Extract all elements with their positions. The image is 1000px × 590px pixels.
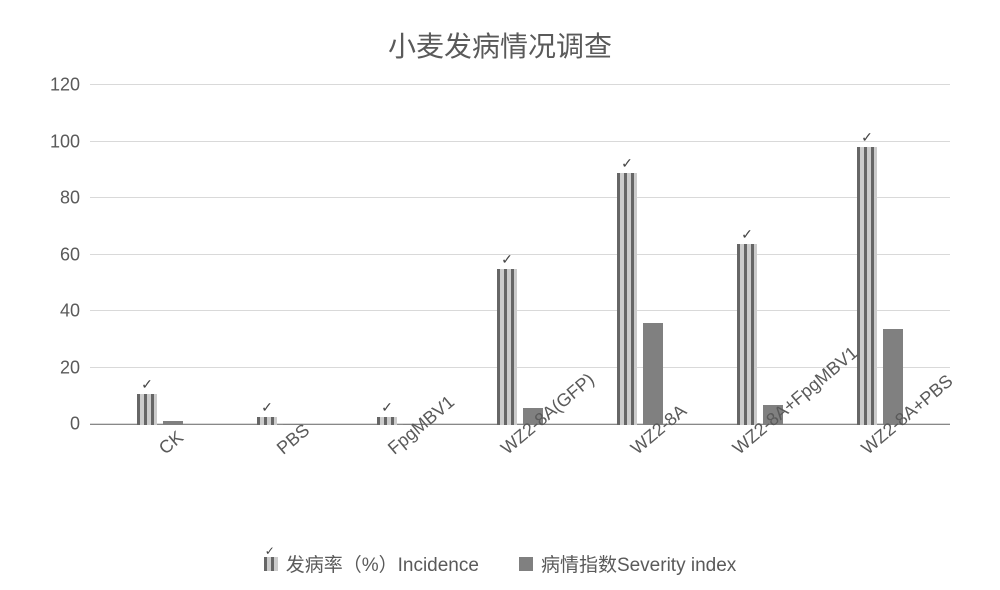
legend-label-incidence: 发病率（%）Incidence (286, 550, 479, 577)
x-axis-labels: CK PBSFpgMBV1WZ2-8A(GFP)WZ2-8AWZ2-8A+FpgM… (90, 425, 950, 545)
y-tick-label: 20 (60, 357, 90, 378)
legend-item-severity: 病情指数Severity index (519, 550, 736, 577)
check-icon: ✓ (861, 129, 873, 146)
x-label-cell: PBS (220, 425, 340, 545)
chart-title: 小麦发病情况调查 (40, 10, 960, 85)
y-tick-label: 100 (50, 131, 90, 152)
bar-group: ✓ (700, 85, 820, 425)
bar-incidence: ✓ (857, 147, 877, 425)
y-tick-label: 120 (50, 75, 90, 96)
bar-group: ✓ (460, 85, 580, 425)
legend-swatch-severity (519, 557, 533, 571)
x-label-cell: WZ2-8A+FpgMBV1 (700, 425, 820, 545)
y-tick-label: 80 (60, 188, 90, 209)
bar-incidence: ✓ (257, 417, 277, 426)
check-icon: ✓ (741, 226, 753, 243)
bar-group: ✓ (100, 85, 220, 425)
bar-group: ✓ (220, 85, 340, 425)
y-tick-label: 40 (60, 301, 90, 322)
x-tick-label: PBS (273, 420, 314, 459)
x-label-cell: CK (100, 425, 220, 545)
chart-container: 小麦发病情况调查 020406080100120 ✓✓✓✓✓✓✓ CKPBSFp… (40, 10, 960, 580)
x-tick-label: CK (155, 427, 188, 459)
bar-incidence: ✓ (497, 269, 517, 425)
check-icon: ✓ (261, 399, 273, 416)
check-icon: ✓ (381, 399, 393, 416)
bar-incidence: ✓ (377, 417, 397, 426)
check-icon: ✓ (141, 376, 153, 393)
bar-group: ✓ (340, 85, 460, 425)
bar-incidence: ✓ (737, 244, 757, 425)
legend-swatch-incidence: ✓ (264, 557, 278, 571)
y-tick-label: 60 (60, 244, 90, 265)
check-icon: ✓ (501, 251, 513, 268)
check-icon: ✓ (265, 544, 275, 558)
bar-incidence: ✓ (137, 394, 157, 425)
y-tick-label: 0 (70, 414, 90, 435)
bar-severity (643, 323, 663, 425)
bar-incidence: ✓ (617, 173, 637, 425)
x-label-cell: WZ2-8A (580, 425, 700, 545)
bar-group: ✓ (580, 85, 700, 425)
legend-label-severity: 病情指数Severity index (541, 550, 736, 577)
x-label-cell: WZ2-8A(GFP) (460, 425, 580, 545)
legend-item-incidence: ✓ 发病率（%）Incidence (264, 550, 479, 577)
legend: ✓ 发病率（%）Incidence 病情指数Severity index (40, 545, 960, 577)
check-icon: ✓ (621, 155, 633, 172)
x-label-cell: FpgMBV1 (340, 425, 460, 545)
x-label-cell: WZ2-8A+PBS (820, 425, 940, 545)
